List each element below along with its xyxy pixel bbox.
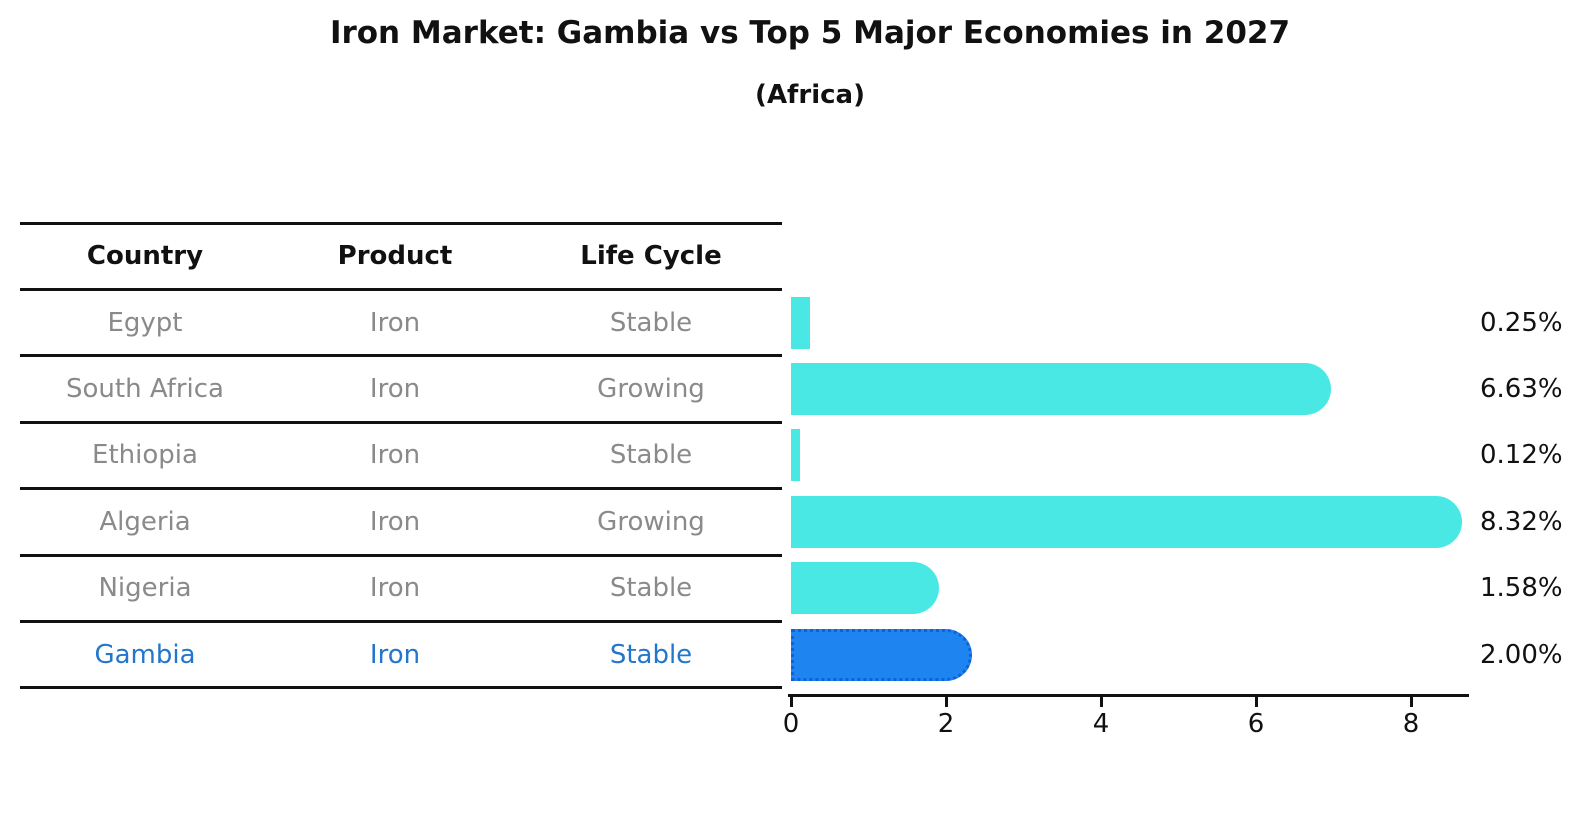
table-header-cell: Country [86, 241, 204, 272]
x-tick [944, 696, 948, 707]
bar [791, 495, 1462, 548]
table-cell-product: Iron [369, 374, 421, 404]
chart-title: Iron Market: Gambia vs Top 5 Major Econo… [329, 15, 1291, 51]
bar [791, 296, 811, 349]
table-cell-life_cycle: Growing [597, 506, 705, 537]
table-cell-country: Egypt [107, 307, 183, 338]
x-tick [789, 696, 793, 707]
table-cell-product: Iron [369, 307, 421, 338]
bar [791, 363, 1331, 415]
table-cell-product: Iron [369, 639, 421, 670]
table-cell-country: South Africa [66, 374, 224, 404]
table-cell-product: Iron [369, 506, 421, 537]
table-cell-country: Nigeria [98, 573, 192, 604]
x-tick [1409, 696, 1413, 707]
table-row-line [20, 287, 782, 291]
table-cell-life_cycle: Stable [609, 639, 693, 670]
table-header-cell: Product [337, 241, 453, 272]
value-label: 8.32% [1480, 506, 1563, 537]
table-cell-life_cycle: Stable [609, 440, 693, 471]
table-cell-product: Iron [369, 573, 421, 604]
x-tick-label: 0 [782, 709, 800, 739]
bar [791, 562, 940, 615]
highlight-bar [791, 628, 972, 681]
table-header-cell: Life Cycle [580, 241, 722, 272]
table-row-line [20, 354, 782, 358]
table-row-line [20, 221, 782, 225]
x-tick [1099, 696, 1103, 707]
x-tick-label: 6 [1247, 709, 1265, 739]
x-tick-label: 4 [1092, 709, 1110, 739]
value-label: 0.25% [1480, 307, 1563, 338]
table-row-line [20, 487, 782, 491]
value-label: 6.63% [1480, 374, 1563, 404]
bar [791, 429, 801, 482]
table-cell-life_cycle: Stable [609, 573, 693, 604]
x-tick-label: 8 [1402, 709, 1420, 739]
table-cell-country: Algeria [99, 506, 191, 537]
table-row-line [20, 420, 782, 424]
table-cell-country: Gambia [94, 639, 196, 670]
x-tick-label: 2 [937, 709, 955, 739]
table-row-line [20, 619, 782, 623]
table-cell-life_cycle: Growing [597, 374, 705, 404]
value-label: 1.58% [1480, 573, 1563, 604]
chart-subtitle: (Africa) [755, 80, 865, 110]
table-row-line [20, 686, 782, 690]
table-cell-country: Ethiopia [92, 440, 198, 471]
x-axis [788, 693, 1469, 697]
table-cell-life_cycle: Stable [609, 307, 693, 338]
value-label: 0.12% [1480, 440, 1563, 471]
table-cell-product: Iron [369, 440, 421, 471]
x-tick [1254, 696, 1258, 707]
value-label: 2.00% [1480, 639, 1563, 670]
table-row-line [20, 553, 782, 557]
